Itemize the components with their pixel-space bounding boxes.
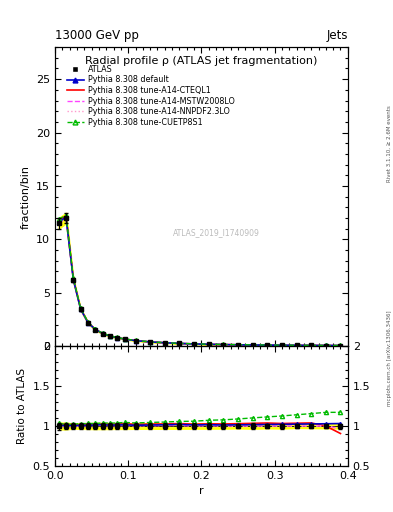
Text: ATLAS_2019_I1740909: ATLAS_2019_I1740909 xyxy=(173,228,259,237)
X-axis label: r: r xyxy=(199,486,204,496)
Y-axis label: fraction/bin: fraction/bin xyxy=(20,165,31,229)
Text: 13000 GeV pp: 13000 GeV pp xyxy=(55,29,139,42)
Y-axis label: Ratio to ATLAS: Ratio to ATLAS xyxy=(17,368,27,444)
Text: Rivet 3.1.10, ≥ 2.6M events: Rivet 3.1.10, ≥ 2.6M events xyxy=(387,105,392,182)
Text: Jets: Jets xyxy=(326,29,348,42)
Text: mcplots.cern.ch [arXiv:1306.3436]: mcplots.cern.ch [arXiv:1306.3436] xyxy=(387,311,392,406)
Legend: ATLAS, Pythia 8.308 default, Pythia 8.308 tune-A14-CTEQL1, Pythia 8.308 tune-A14: ATLAS, Pythia 8.308 default, Pythia 8.30… xyxy=(65,63,237,129)
Text: Radial profile ρ (ATLAS jet fragmentation): Radial profile ρ (ATLAS jet fragmentatio… xyxy=(85,56,318,66)
